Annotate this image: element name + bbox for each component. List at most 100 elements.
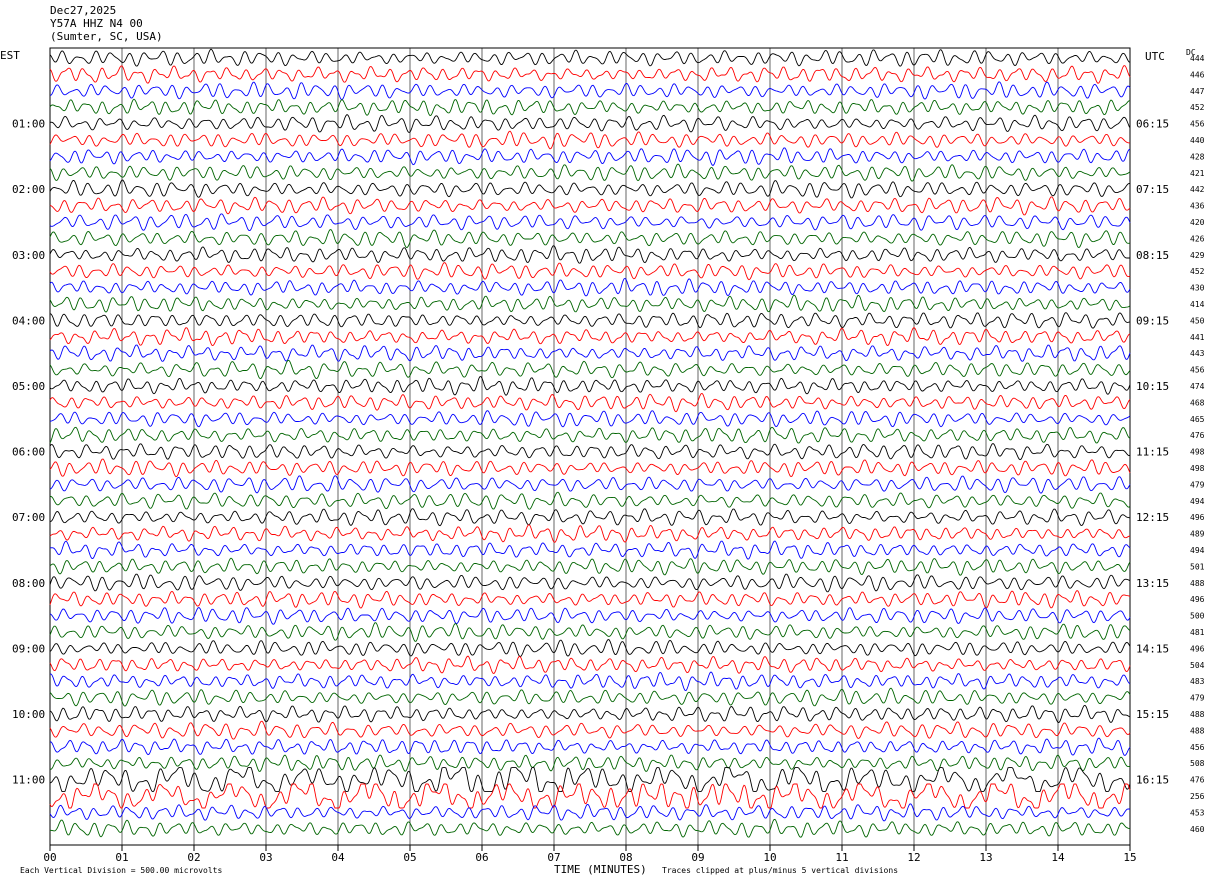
x-tick-label-10: 10 [763, 851, 776, 864]
dc-offset-label: 442 [1190, 185, 1205, 194]
trace-line [49, 147, 1131, 167]
trace-line [49, 327, 1131, 346]
est-hour-label: 06:00 [12, 446, 45, 459]
dc-offset-label: 468 [1190, 398, 1205, 407]
dc-offset-label: 500 [1190, 612, 1205, 621]
trace-line [49, 163, 1131, 182]
dc-offset-label: 474 [1190, 382, 1205, 391]
trace-line [49, 277, 1131, 297]
dc-offset-label: 479 [1190, 694, 1205, 703]
trace-line [49, 687, 1131, 707]
est-hour-label: 05:00 [12, 380, 45, 393]
trace-line [49, 213, 1131, 232]
trace-line [49, 475, 1131, 494]
trace-line [49, 573, 1131, 593]
est-hour-label: 02:00 [12, 183, 45, 196]
dc-offset-label: 428 [1190, 152, 1205, 161]
dc-offset-label: 444 [1190, 54, 1205, 63]
dc-offset-label: 488 [1190, 726, 1205, 735]
trace-line [49, 359, 1131, 379]
dc-offset-label: 494 [1190, 546, 1205, 555]
x-tick-label-08: 08 [619, 851, 632, 864]
dc-offset-label: 498 [1190, 464, 1205, 473]
dc-offset-label: 476 [1190, 776, 1205, 785]
trace-line [49, 491, 1131, 510]
est-hour-label: 11:00 [12, 774, 45, 787]
trace-line [49, 557, 1131, 576]
utc-hour-label: 06:15 [1136, 118, 1169, 131]
utc-hour-label: 13:15 [1136, 577, 1169, 590]
dc-offset-label: 421 [1190, 169, 1205, 178]
dc-offset-label: 508 [1190, 759, 1205, 768]
utc-hour-label: 09:15 [1136, 314, 1169, 327]
est-hour-label: 03:00 [12, 249, 45, 262]
est-hour-label: 09:00 [12, 642, 45, 655]
dc-offset-label: 494 [1190, 497, 1205, 506]
dc-offset-label: 496 [1190, 595, 1205, 604]
x-tick-label-13: 13 [979, 851, 992, 864]
dc-offset-label: 488 [1190, 579, 1205, 588]
x-tick-label-00: 00 [43, 851, 56, 864]
trace-line [49, 130, 1131, 150]
trace-line [49, 524, 1131, 543]
header-location: (Sumter, SC, USA) [50, 30, 163, 43]
dc-offset-label: 501 [1190, 562, 1205, 571]
trace-line [49, 508, 1131, 527]
est-hour-label: 07:00 [12, 511, 45, 524]
x-tick-label-04: 04 [331, 851, 345, 864]
utc-hour-label: 16:15 [1136, 774, 1169, 787]
dc-offset-label: 452 [1190, 267, 1205, 276]
x-tick-label-05: 05 [403, 851, 416, 864]
trace-line [49, 754, 1131, 773]
x-tick-label-12: 12 [907, 851, 920, 864]
x-tick-label-11: 11 [835, 851, 848, 864]
trace-line [49, 114, 1131, 134]
trace-line [49, 671, 1131, 692]
dc-offset-label: 430 [1190, 284, 1205, 293]
x-tick-label-07: 07 [547, 851, 560, 864]
est-hour-label: 04:00 [12, 314, 45, 327]
x-tick-label-02: 02 [187, 851, 200, 864]
x-tick-label-03: 03 [259, 851, 272, 864]
trace-line [49, 458, 1131, 478]
dc-offset-label: 504 [1190, 661, 1205, 670]
dc-offset-label: 456 [1190, 366, 1205, 375]
trace-line [49, 81, 1131, 101]
header-date: Dec27,2025 [50, 4, 117, 17]
x-tick-label-09: 09 [691, 851, 704, 864]
trace-line [49, 179, 1131, 199]
dc-offset-label: 496 [1190, 644, 1205, 653]
trace-line [49, 294, 1131, 313]
trace-line [49, 606, 1131, 625]
trace-line [49, 65, 1131, 84]
dc-offset-label: 446 [1190, 70, 1205, 79]
dc-offset-label: 414 [1190, 300, 1205, 309]
dc-offset-label: 453 [1190, 808, 1205, 817]
trace-line [49, 229, 1131, 249]
trace-line [49, 783, 1131, 809]
est-label: EST [0, 49, 20, 62]
utc-hour-label: 15:15 [1136, 708, 1169, 721]
dc-offset-label: 450 [1190, 316, 1205, 325]
dc-offset-label: 496 [1190, 513, 1205, 522]
trace-line [49, 720, 1131, 740]
trace-line [49, 655, 1131, 675]
trace-line [49, 442, 1131, 461]
utc-hour-label: 14:15 [1136, 642, 1169, 655]
x-tick-label-15: 15 [1123, 851, 1136, 864]
utc-hour-label: 10:15 [1136, 380, 1169, 393]
utc-hour-label: 08:15 [1136, 249, 1169, 262]
trace-line [49, 767, 1131, 793]
dc-offset-label: 441 [1190, 333, 1205, 342]
dc-offset-label: 443 [1190, 349, 1205, 358]
dc-offset-label: 465 [1190, 415, 1205, 424]
x-tick-label-01: 01 [115, 851, 128, 864]
x-tick-label-06: 06 [475, 851, 488, 864]
trace-line [50, 818, 1131, 838]
utc-label: UTC [1145, 50, 1165, 63]
trace-line [49, 590, 1131, 609]
trace-line [49, 540, 1131, 560]
trace-line [49, 344, 1131, 362]
dc-offset-label: 483 [1190, 677, 1205, 686]
